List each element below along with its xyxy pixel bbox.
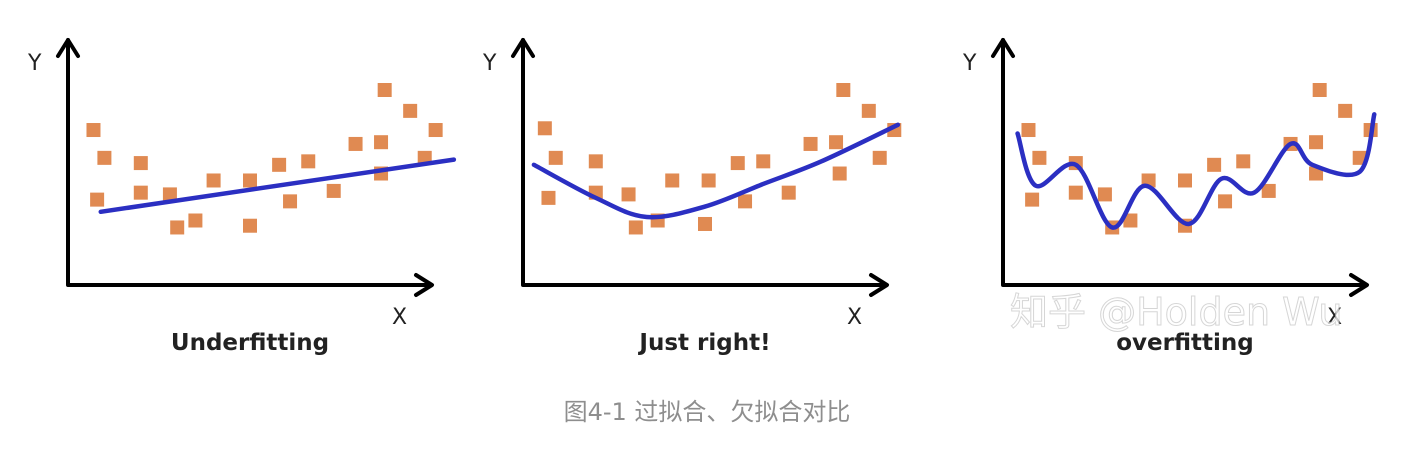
fit-line (531, 122, 901, 220)
data-point (588, 154, 603, 169)
data-point (730, 156, 745, 171)
data-point (243, 173, 257, 188)
data-point (97, 150, 112, 165)
data-point (206, 173, 221, 188)
data-point (541, 190, 556, 205)
data-point (548, 150, 563, 165)
data-point (1338, 103, 1353, 118)
data-point (283, 194, 298, 209)
data-point (1218, 194, 1233, 209)
data-point (133, 156, 148, 171)
data-point (836, 83, 851, 97)
y-axis-arrow (991, 38, 1015, 58)
chart-just-right: Y X Just right! (482, 38, 902, 356)
data-point (698, 216, 712, 231)
data-point (832, 166, 847, 181)
data-points (86, 83, 443, 235)
x-axis-label: X (392, 305, 407, 330)
data-point (428, 123, 443, 138)
chart-title: overfitting (1116, 330, 1254, 356)
y-axis-label: Y (962, 51, 977, 76)
data-point (1032, 150, 1047, 165)
x-axis-label: X (1327, 305, 1342, 330)
data-point (90, 192, 105, 207)
chart-underfitting: Y X Underfitting (27, 38, 457, 356)
data-point (537, 121, 552, 136)
data-point (374, 135, 389, 150)
data-point (1261, 183, 1276, 198)
data-point (162, 187, 177, 202)
data-point (133, 185, 148, 200)
y-axis-label: Y (482, 51, 497, 76)
data-point (403, 103, 418, 118)
data-point (621, 187, 636, 202)
data-point (1025, 192, 1040, 207)
data-points (537, 83, 902, 235)
axes (1001, 38, 1367, 287)
data-point (1178, 173, 1192, 188)
chart-title: Just right! (637, 330, 770, 356)
y-axis-arrow (511, 38, 535, 58)
data-point (272, 157, 287, 172)
x-axis-label: X (847, 305, 862, 330)
data-point (243, 218, 257, 233)
data-point (326, 183, 341, 198)
data-point (1309, 135, 1324, 150)
watermark-text: 知乎 @Holden Wu (1010, 290, 1342, 334)
data-point (86, 123, 101, 138)
chart-title: Underfitting (171, 330, 329, 356)
x-axis-arrow (1349, 273, 1369, 297)
data-point (301, 154, 316, 169)
data-point (756, 154, 771, 169)
data-point (1236, 154, 1251, 169)
data-points (1021, 83, 1378, 235)
data-point (170, 220, 185, 235)
data-point (348, 136, 363, 151)
data-point (872, 150, 887, 165)
data-point (628, 220, 643, 235)
data-point (1021, 123, 1036, 138)
data-point (1352, 150, 1367, 165)
data-point (1068, 185, 1083, 200)
data-point (781, 185, 796, 200)
data-point (738, 194, 753, 209)
data-point (188, 213, 203, 228)
data-point (829, 135, 844, 150)
x-axis-arrow (414, 273, 434, 297)
y-axis-arrow (56, 38, 80, 58)
fit-line (1015, 112, 1377, 230)
fit-line (98, 157, 457, 215)
data-point (1123, 213, 1138, 228)
data-point (1207, 157, 1222, 172)
data-point (1312, 83, 1327, 97)
axes (521, 38, 887, 287)
x-axis-arrow (869, 273, 889, 297)
figure-caption: 图4-1 过拟合、欠拟合对比 (563, 398, 851, 426)
data-point (701, 173, 716, 188)
data-point (1097, 187, 1112, 202)
data-point (665, 173, 680, 188)
axes (66, 38, 432, 287)
data-point (803, 136, 818, 151)
data-point (861, 103, 876, 118)
data-point (377, 83, 392, 97)
y-axis-label: Y (27, 51, 42, 76)
